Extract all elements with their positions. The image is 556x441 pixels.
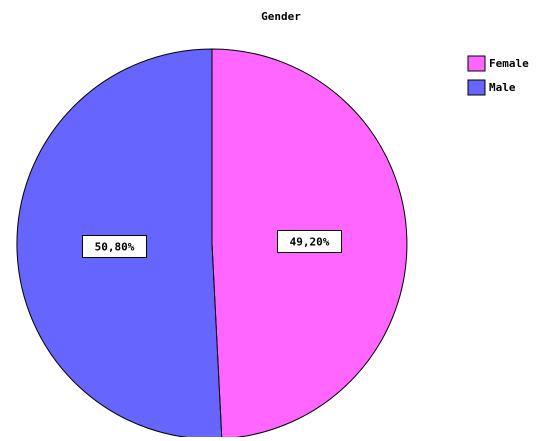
legend-swatch-female — [467, 55, 486, 72]
pie-slices — [16, 48, 408, 440]
data-label-box-female — [277, 230, 342, 253]
data-label-box-male — [82, 235, 147, 258]
legend: Female Male — [467, 55, 529, 96]
legend-label-male: Male — [489, 81, 516, 94]
legend-swatch-male — [467, 79, 486, 96]
chart-title: Gender — [261, 10, 301, 23]
data-labels: 49,20% 50,80% — [82, 230, 342, 258]
legend-label-female: Female — [489, 57, 529, 70]
data-label-female: 49,20% — [290, 236, 330, 249]
data-label-male: 50,80% — [95, 241, 135, 254]
